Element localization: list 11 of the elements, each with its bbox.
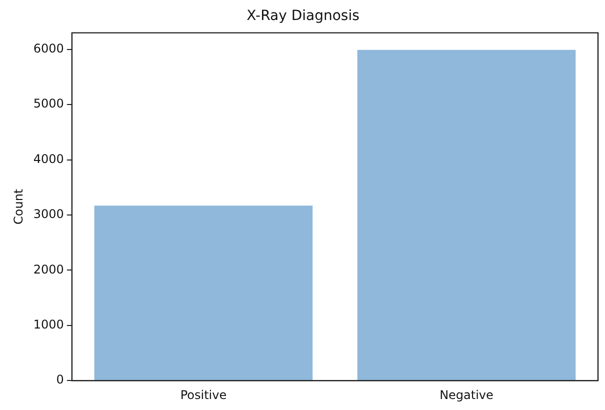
y-tick-label: 5000 bbox=[33, 96, 64, 111]
y-tick-label: 0 bbox=[56, 372, 64, 387]
y-tick-label: 2000 bbox=[33, 262, 64, 276]
x-tick-label: Negative bbox=[440, 388, 494, 402]
y-axis-title: Count bbox=[11, 188, 26, 225]
y-tick-label: 6000 bbox=[33, 41, 64, 56]
x-tick-label: Positive bbox=[180, 388, 227, 402]
y-tick-label: 3000 bbox=[33, 207, 64, 222]
chart-title: X-Ray Diagnosis bbox=[246, 8, 360, 24]
y-tick-label: 1000 bbox=[33, 318, 64, 332]
y-tick-label: 4000 bbox=[33, 152, 64, 166]
